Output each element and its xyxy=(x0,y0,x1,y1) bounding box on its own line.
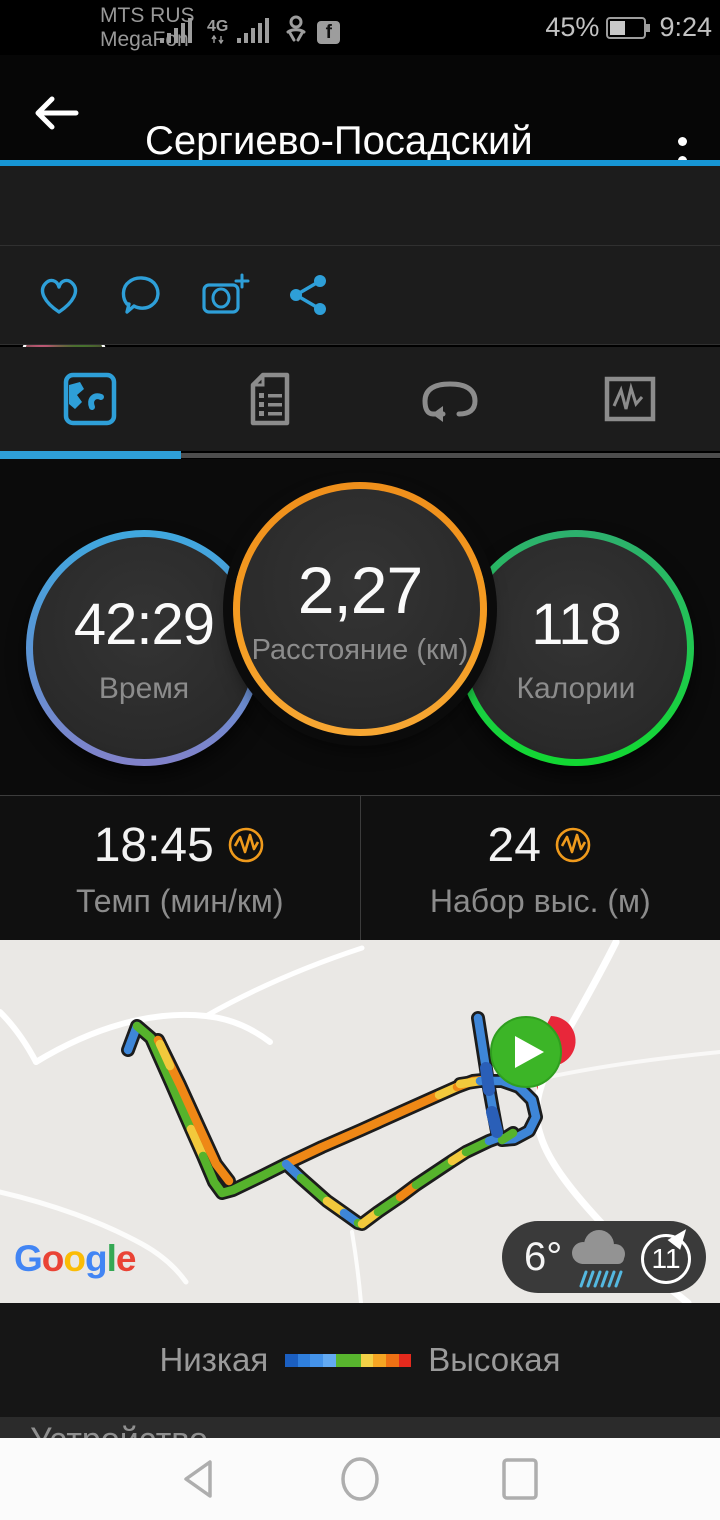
stat-tiles: 18:45 Темп (мин/км) 24 Набор выс. (м) xyxy=(0,795,720,941)
pulse-badge-icon xyxy=(228,827,264,863)
active-tab-indicator xyxy=(0,451,181,459)
tab-stats[interactable] xyxy=(180,347,360,451)
actions-row xyxy=(0,245,720,345)
intensity-legend: Низкая Высокая xyxy=(0,1303,720,1417)
legend-high-label: Высокая xyxy=(428,1341,561,1378)
pulse-badge-icon xyxy=(555,827,591,863)
clock: 9:24 xyxy=(659,12,712,42)
system-navbar xyxy=(0,1438,720,1520)
distance-gauge: 2,27 Расстояние (км) xyxy=(233,482,487,736)
route-colored xyxy=(123,1013,541,1229)
activity-meta-row: 16 окт. @ 14:00 • Ходьба xyxy=(0,166,720,402)
app-header: Сергиево-Посадский район Ходьба xyxy=(0,55,720,210)
pace-tile[interactable]: 18:45 Темп (мин/км) xyxy=(0,796,360,941)
calories-gauge: 118 Калории xyxy=(458,530,694,766)
time-gauge: 42:29 Время xyxy=(26,530,262,766)
nav-home-icon[interactable] xyxy=(338,1455,382,1503)
rain-cloud-icon xyxy=(572,1230,626,1288)
wind-direction-badge: 11 xyxy=(638,1224,694,1285)
temperature: 6° xyxy=(524,1234,563,1279)
calories-value: 118 xyxy=(531,591,621,657)
facebook-icon: f xyxy=(317,21,341,44)
status-bar: MTS RUS MegaFon 4G xyxy=(0,0,720,55)
time-value: 42:29 xyxy=(73,591,215,657)
weather-chip[interactable]: 6° 11 xyxy=(502,1221,706,1293)
accent-divider xyxy=(0,160,720,166)
tab-track xyxy=(181,453,720,458)
map-canvas xyxy=(0,940,720,1303)
legend-gradient-bar xyxy=(285,1353,412,1367)
like-heart-icon[interactable] xyxy=(36,273,82,317)
signal-bars-icon-1 xyxy=(160,18,192,43)
graphs-tab-icon xyxy=(604,376,656,422)
signal-bars-icon-2 xyxy=(237,18,270,43)
add-photo-icon[interactable] xyxy=(200,273,250,317)
tab-map-active[interactable] xyxy=(0,347,180,451)
pace-value: 18:45 xyxy=(93,818,214,872)
activity-tabs xyxy=(0,347,720,451)
tab-graphs[interactable] xyxy=(540,347,720,451)
share-icon[interactable] xyxy=(286,273,330,317)
stats-tab-icon xyxy=(250,372,290,426)
carrier-name-2: MegaFon xyxy=(100,28,189,51)
elevation-label: Набор выс. (м) xyxy=(429,882,651,919)
battery-icon xyxy=(606,16,651,39)
ok-social-icon xyxy=(286,15,306,42)
next-section-peek: Устройство xyxy=(0,1417,720,1438)
comment-icon[interactable] xyxy=(118,273,164,317)
pace-label: Темп (мин/км) xyxy=(75,882,284,919)
carrier-name-1: MTS RUS xyxy=(100,4,195,27)
nav-back-icon[interactable] xyxy=(178,1457,222,1501)
data-arrows-icon xyxy=(211,35,224,44)
network-type-badge: 4G xyxy=(207,19,228,44)
nav-recents-icon[interactable] xyxy=(498,1456,542,1502)
legend-low-label: Низкая xyxy=(159,1341,269,1378)
summary-gauges: 42:29 Время 2,27 Расстояние (км) 118 Кал… xyxy=(0,459,720,795)
route-marker xyxy=(490,1016,576,1090)
calories-label: Калории xyxy=(516,671,636,705)
tab-laps[interactable] xyxy=(360,347,540,451)
map-tab-icon xyxy=(63,372,117,426)
google-attribution: Google xyxy=(14,1238,136,1279)
time-label: Время xyxy=(98,671,190,705)
route-map[interactable]: Google 6° 11 xyxy=(0,940,720,1303)
wind-value: 11 xyxy=(641,1234,691,1284)
distance-label: Расстояние (км) xyxy=(251,633,469,666)
elevation-tile[interactable]: 24 Набор выс. (м) xyxy=(359,796,720,941)
distance-value: 2,27 xyxy=(297,552,423,627)
back-arrow-icon[interactable] xyxy=(30,91,82,135)
elevation-value: 24 xyxy=(487,818,541,872)
laps-tab-icon xyxy=(422,381,478,422)
next-section-title: Устройство xyxy=(30,1421,208,1438)
battery-percent: 45% xyxy=(545,12,600,42)
